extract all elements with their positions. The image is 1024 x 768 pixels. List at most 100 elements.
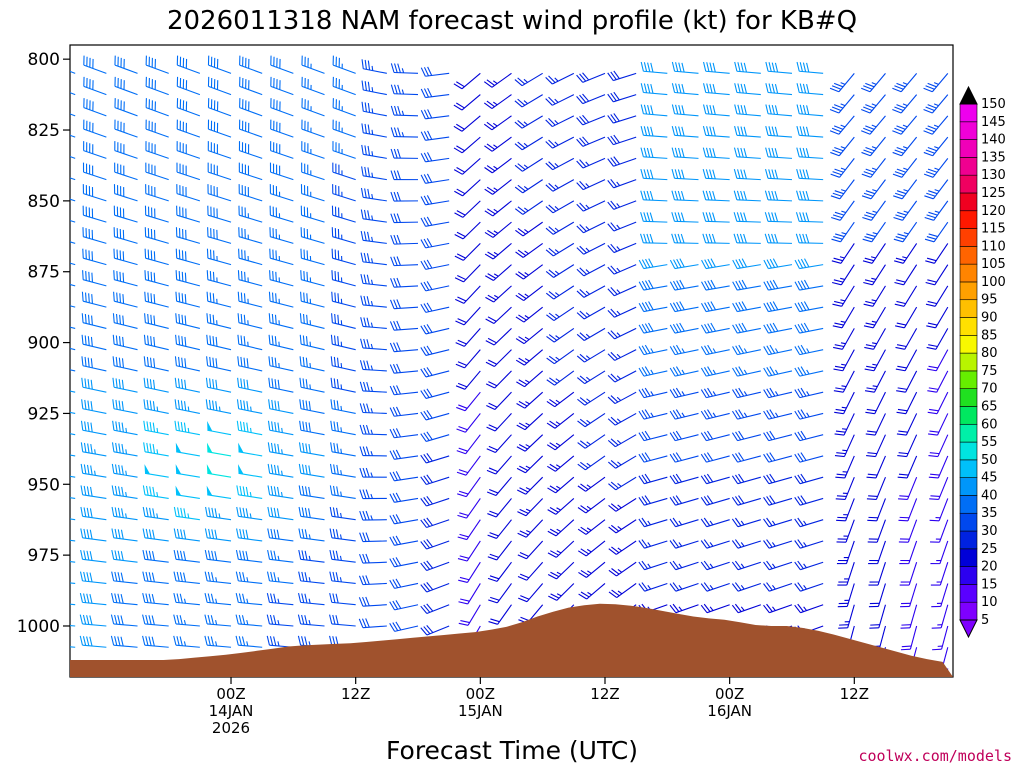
wind-barb (764, 212, 793, 223)
colorbar-swatch (959, 495, 978, 514)
wind-barb (206, 270, 232, 287)
wind-barb (795, 212, 824, 223)
wind-barb (576, 242, 606, 255)
wind-barb (514, 179, 543, 194)
wind-barb (83, 55, 107, 74)
wind-barb (176, 98, 201, 117)
wind-barb (763, 582, 793, 592)
wind-barb (577, 455, 606, 471)
wind-barb (547, 476, 575, 494)
wind-barb (360, 295, 387, 308)
wind-barb (488, 583, 512, 604)
wind-barb (361, 166, 387, 181)
wind-barb (546, 412, 575, 429)
wind-barb (390, 84, 419, 96)
wind-barb (485, 370, 512, 389)
wind-barb (483, 94, 512, 109)
wind-barb (301, 119, 325, 138)
wind-barb (457, 540, 481, 562)
wind-barb (420, 539, 450, 550)
wind-barb (763, 322, 793, 334)
wind-barb (640, 233, 668, 244)
wind-barb (70, 113, 76, 117)
wind-barb (270, 98, 294, 117)
wind-barb (763, 430, 793, 442)
wind-barb (836, 540, 855, 565)
wind-barb (79, 635, 107, 648)
wind-barb (82, 205, 107, 223)
wind-barb (82, 227, 107, 244)
wind-barb (930, 562, 949, 586)
y-tick-label: 975 (28, 546, 60, 566)
wind-barb (80, 506, 107, 521)
wind-barb (830, 179, 855, 200)
wind-barb (763, 560, 793, 571)
wind-barb (112, 334, 138, 351)
wind-barb (420, 238, 450, 249)
wind-barb (206, 442, 232, 457)
wind-barb (487, 561, 512, 582)
wind-barb (867, 498, 886, 522)
wind-barb (389, 514, 419, 525)
wind-barb (145, 119, 169, 138)
wind-barb (420, 388, 450, 399)
wind-barb (834, 413, 855, 436)
colorbar-label: 95 (981, 293, 998, 308)
wind-barb (331, 291, 356, 308)
wind-barb (702, 169, 730, 181)
wind-barb (764, 190, 793, 202)
wind-barb (83, 141, 107, 159)
colorbar-swatch (959, 352, 978, 372)
wind-barb (794, 603, 824, 614)
wind-barb (764, 233, 792, 244)
wind-barb (547, 561, 575, 580)
colorbar-label: 125 (981, 186, 1006, 201)
wind-barb (420, 173, 450, 184)
wind-barb (331, 205, 356, 223)
wind-barb (830, 158, 855, 178)
wind-barb (176, 205, 201, 223)
wind-barb (931, 604, 949, 629)
wind-barb (268, 356, 294, 372)
wind-barb (175, 464, 200, 478)
wind-barb (899, 562, 918, 586)
wind-barb (301, 141, 325, 159)
wind-barb (638, 258, 668, 270)
wind-barb (110, 593, 138, 606)
wind-barb (515, 327, 544, 345)
wind-barb (238, 227, 263, 244)
wind-barb (331, 270, 356, 287)
wind-barb (455, 349, 481, 369)
wind-barb (794, 366, 824, 377)
wind-barb (608, 583, 637, 598)
wind-barb (829, 94, 855, 114)
wind-barb (794, 539, 824, 549)
wind-barb (237, 356, 263, 372)
wind-barb (454, 200, 481, 218)
wind-barb (389, 342, 419, 353)
y-tick-label: 1000 (17, 617, 60, 637)
wind-barb (390, 127, 419, 138)
wind-barb (330, 334, 356, 351)
wind-barb (868, 583, 887, 608)
wind-barb (236, 420, 263, 436)
wind-barb (299, 420, 325, 436)
wind-barb (671, 147, 699, 159)
wind-barb (420, 517, 450, 528)
colorbar-swatch (959, 370, 978, 389)
wind-barb (142, 593, 169, 606)
wind-barb (866, 476, 886, 500)
wind-barb (516, 413, 544, 431)
y-tick-label: 825 (28, 121, 60, 141)
wind-barb (420, 130, 450, 141)
wind-barb (514, 115, 543, 129)
wind-barb (640, 61, 668, 74)
wind-barb (864, 328, 886, 350)
wind-barb (576, 306, 606, 320)
colorbar-label: 40 (981, 488, 998, 503)
wind-barb (926, 349, 949, 372)
wind-barb (359, 467, 387, 478)
wind-barb (703, 83, 730, 96)
wind-barb (607, 391, 637, 405)
wind-barb (70, 283, 76, 287)
